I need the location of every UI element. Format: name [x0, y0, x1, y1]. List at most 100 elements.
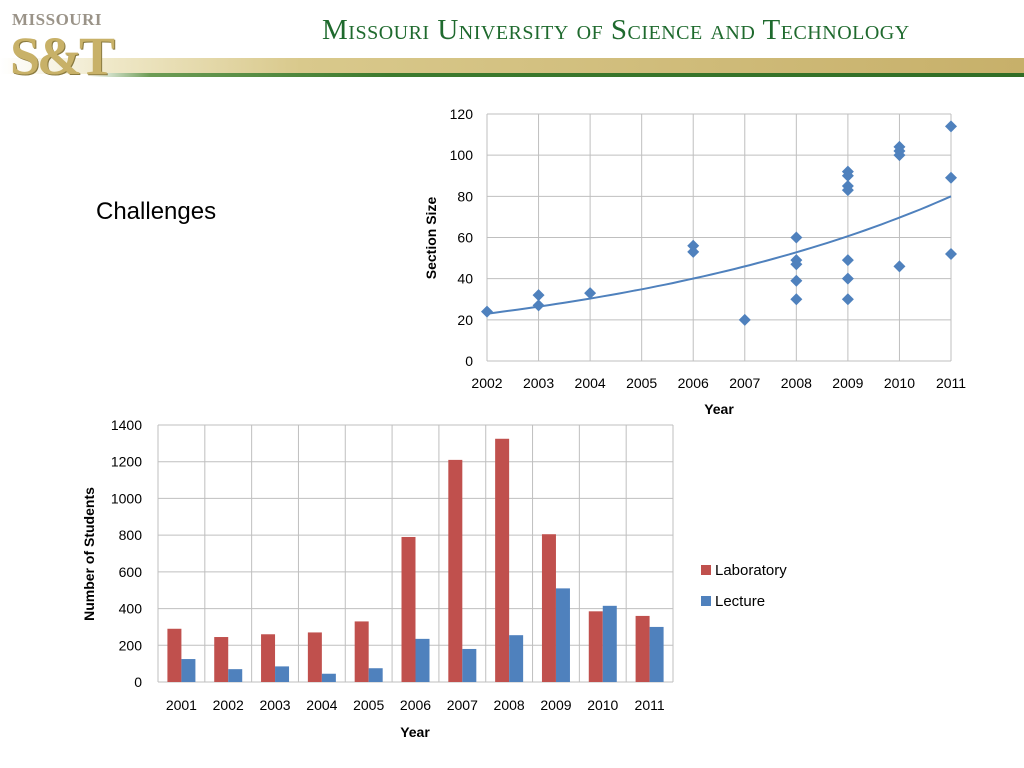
scatter-y-tick-label: 40 [457, 271, 473, 287]
scatter-y-tick-label: 20 [457, 312, 473, 328]
header-green-stripe [90, 73, 1024, 77]
bar-laboratory [541, 534, 556, 682]
scatter-point [945, 171, 957, 184]
scatter-point [687, 239, 700, 252]
bar-x-tick-label: 2003 [259, 697, 290, 713]
scatter-x-tick-label: 2011 [936, 375, 966, 391]
bar-x-tick-label: 2008 [494, 697, 525, 713]
header-gold-stripe [0, 58, 1024, 74]
bar-laboratory [448, 459, 463, 682]
logo-mark: S&T [10, 26, 115, 86]
bar-lecture [275, 666, 290, 682]
bar-y-tick-label: 200 [119, 637, 143, 653]
bar-lecture [462, 648, 477, 682]
bar-x-tick-label: 2006 [400, 697, 431, 713]
bar-laboratory [261, 634, 276, 682]
scatter-trendline [486, 195, 952, 315]
bar-y-tick-label: 600 [119, 564, 143, 580]
scatter-tick-labels: 2002 2003 2004 2005 2006 2007 2008 2009 2010 2011… [450, 106, 967, 391]
scatter-point [893, 260, 906, 273]
bar-chart-legend: Laboratory Lecture [701, 562, 787, 610]
scatter-grid [486, 113, 952, 362]
scatter-x-tick-label: 2006 [678, 375, 709, 391]
bar-lecture [368, 668, 383, 682]
scatter-points [481, 120, 957, 326]
bar-lecture [509, 635, 524, 682]
bar-lecture [602, 605, 617, 682]
university-logo: MISSOURI S&T [10, 10, 115, 86]
header-title: Missouri University of Science and Techn… [322, 14, 910, 46]
legend-label-lecture: Lecture [715, 593, 765, 610]
bar-x-tick-label: 2001 [166, 697, 197, 713]
scatter-point [945, 120, 957, 133]
bar-lecture [321, 673, 336, 682]
bar-chart-x-axis-label: Year [400, 724, 430, 740]
scatter-point [841, 293, 854, 306]
bar-y-tick-label: 1200 [111, 454, 142, 470]
scatter-point [841, 169, 854, 182]
scatter-x-axis-label: Year [704, 401, 734, 417]
legend-swatch-laboratory [701, 565, 711, 575]
scatter-point [738, 313, 751, 326]
bar-laboratory [588, 611, 603, 682]
bar-x-tick-label: 2005 [353, 697, 384, 713]
students-bar-chart: 0 200 400 600 800 1000 1200 1400 2001 2002 2003 200… [81, 417, 787, 740]
scatter-y-axis-label: Section Size [423, 197, 439, 280]
scatter-point [893, 149, 906, 162]
bar-y-tick-label: 0 [134, 674, 142, 690]
bar-chart-tick-labels: 0 200 400 600 800 1000 1200 1400 2001 2002 2003 200… [111, 417, 665, 713]
scatter-x-tick-label: 2009 [832, 375, 863, 391]
scatter-point [790, 274, 803, 287]
scatter-x-tick-label: 2005 [626, 375, 657, 391]
bar-laboratory [354, 621, 369, 682]
scatter-point [687, 245, 700, 258]
scatter-y-tick-label: 60 [457, 230, 473, 246]
slide-heading: Challenges [96, 198, 217, 225]
scatter-y-tick-label: 80 [457, 188, 473, 204]
bar-x-tick-label: 2007 [447, 697, 478, 713]
scatter-point [532, 289, 545, 302]
legend-swatch-lecture [701, 596, 711, 606]
bar-x-tick-label: 2011 [635, 697, 665, 713]
scatter-x-tick-label: 2004 [575, 375, 606, 391]
scatter-point [532, 299, 545, 312]
bar-y-tick-label: 1400 [111, 417, 142, 433]
bar-x-tick-label: 2002 [213, 697, 244, 713]
scatter-point [790, 293, 803, 306]
slide-header: MISSOURI S&T Missouri University of Scie… [0, 0, 1024, 92]
scatter-y-tick-label: 100 [450, 147, 474, 163]
scatter-point [841, 272, 854, 285]
scatter-y-tick-label: 120 [450, 106, 474, 122]
scatter-y-tick-label: 0 [465, 353, 473, 369]
scatter-x-tick-label: 2008 [781, 375, 812, 391]
bar-x-tick-label: 2009 [540, 697, 571, 713]
scatter-x-tick-label: 2010 [884, 375, 915, 391]
legend-label-laboratory: Laboratory [715, 562, 787, 579]
scatter-x-tick-label: 2003 [523, 375, 554, 391]
scatter-point [841, 254, 854, 267]
bar-x-tick-label: 2004 [306, 697, 337, 713]
scatter-point [945, 247, 957, 260]
bar-y-tick-label: 1000 [111, 490, 142, 506]
bar-laboratory [167, 628, 182, 682]
scatter-point [790, 258, 803, 271]
logo-top-text: MISSOURI [12, 10, 102, 29]
bar-chart-y-axis-label: Number of Students [81, 487, 97, 621]
scatter-point [790, 231, 803, 244]
scatter-point [841, 184, 854, 197]
bar-laboratory [214, 637, 229, 682]
scatter-x-tick-label: 2007 [729, 375, 760, 391]
scatter-point [584, 287, 597, 300]
bar-lecture [555, 588, 570, 682]
scatter-point [481, 305, 493, 318]
bar-lecture [415, 638, 430, 682]
bar-laboratory [307, 632, 322, 682]
bar-y-tick-label: 400 [119, 601, 143, 617]
scatter-x-tick-label: 2002 [471, 375, 502, 391]
section-size-scatter-chart: 2002 2003 2004 2005 2006 2007 2008 2009 2010 2011… [423, 106, 967, 417]
bar-lecture [228, 669, 243, 682]
bar-laboratory [495, 438, 510, 682]
bar-lecture [181, 659, 196, 682]
bar-laboratory [635, 615, 650, 682]
bar-lecture [649, 626, 664, 682]
